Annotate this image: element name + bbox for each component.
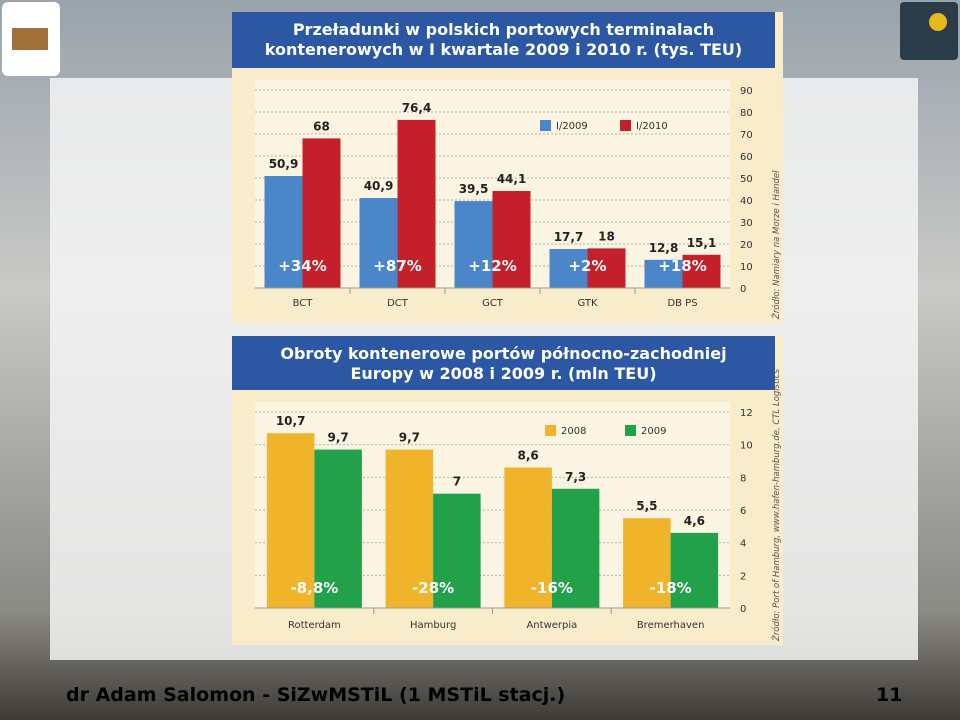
legend-swatch: [625, 425, 636, 436]
legend-label: 2009: [641, 426, 666, 437]
y-tick-label: 0: [740, 284, 746, 295]
x-tick-label: Bremerhaven: [637, 620, 705, 631]
y-tick-label: 60: [740, 152, 753, 163]
source-note: Źródło: Port of Hamburg, www.hafen-hambu…: [770, 369, 782, 642]
change-label: +18%: [658, 257, 706, 275]
bar: [623, 518, 671, 608]
change-label: +2%: [568, 257, 606, 275]
bar: [682, 254, 721, 288]
key: [929, 13, 947, 31]
y-tick-label: 10: [740, 441, 753, 452]
value-label: 18: [598, 229, 615, 243]
chart-title: Obroty kontenerowe portów północno-zacho…: [280, 344, 727, 383]
x-tick-label: DCT: [387, 298, 409, 309]
value-label: 50,9: [269, 157, 299, 171]
y-tick-label: 6: [740, 506, 746, 517]
title-band: [232, 12, 775, 68]
y-tick-label: 4: [740, 539, 746, 550]
x-tick-label: Antwerpia: [526, 620, 577, 631]
change-label: +87%: [373, 257, 421, 275]
bar: [302, 138, 341, 288]
bar: [644, 259, 683, 288]
value-label: 44,1: [497, 172, 527, 186]
value-label: 5,5: [636, 499, 657, 513]
value-label: 39,5: [459, 182, 489, 196]
source-note: Źródło: Namiary na Morze i Handel: [770, 170, 782, 320]
y-tick-label: 20: [740, 240, 753, 251]
bar: [359, 198, 398, 288]
x-tick-label: Rotterdam: [288, 620, 341, 631]
bar: [433, 493, 481, 608]
bar: [314, 449, 362, 608]
legend-swatch: [545, 425, 556, 436]
value-label: 68: [313, 119, 330, 133]
bar: [266, 433, 315, 608]
change-label: +34%: [278, 257, 326, 275]
bar: [670, 532, 719, 608]
x-tick-label: DB PS: [667, 298, 697, 309]
y-tick-label: 0: [740, 604, 746, 615]
bar: [492, 190, 531, 288]
value-label: 10,7: [276, 414, 306, 428]
change-label: -18%: [650, 579, 692, 597]
legend-label: 2008: [561, 426, 586, 437]
y-tick-label: 2: [740, 571, 746, 582]
y-tick-label: 12: [740, 408, 753, 419]
bar: [385, 449, 434, 608]
change-label: -8,8%: [290, 579, 338, 597]
y-tick-label: 80: [740, 108, 753, 119]
y-tick-label: 90: [740, 86, 753, 97]
y-tick-label: 40: [740, 196, 753, 207]
value-label: 7,3: [565, 470, 586, 484]
legend-label: I/2009: [556, 121, 588, 132]
x-tick-label: Hamburg: [410, 620, 456, 631]
y-tick-label: 70: [740, 130, 753, 141]
keys-icon: [900, 2, 958, 60]
logo-box: [12, 28, 48, 50]
bar: [549, 249, 588, 288]
bar: [397, 119, 436, 288]
y-tick-label: 10: [740, 262, 753, 273]
value-label: 9,7: [399, 431, 420, 445]
value-label: 9,7: [327, 431, 348, 445]
bar: [551, 488, 600, 608]
chart-title: Przeładunki w polskich portowych termina…: [264, 20, 743, 59]
bar: [504, 467, 552, 608]
y-tick-label: 50: [740, 174, 753, 185]
page-number: 11: [876, 684, 903, 706]
value-label: 7: [453, 475, 461, 489]
bar: [587, 248, 626, 288]
footer-author: dr Adam Salomon - SiZwMSTiL (1 MSTiL sta…: [66, 684, 566, 706]
y-tick-label: 8: [740, 473, 746, 484]
legend-swatch: [540, 120, 551, 131]
change-label: -28%: [412, 579, 454, 597]
bar: [264, 176, 303, 288]
value-label: 15,1: [687, 236, 717, 250]
legend-label: I/2010: [636, 121, 668, 132]
y-tick-label: 30: [740, 218, 753, 229]
change-label: -16%: [531, 579, 573, 597]
value-label: 76,4: [402, 101, 432, 115]
value-label: 12,8: [649, 241, 679, 255]
value-label: 40,9: [364, 179, 394, 193]
x-tick-label: BCT: [293, 298, 314, 309]
x-tick-label: GCT: [482, 298, 504, 309]
x-tick-label: GTK: [577, 298, 598, 309]
change-label: +12%: [468, 257, 516, 275]
value-label: 17,7: [554, 230, 584, 244]
value-label: 8,6: [517, 449, 538, 463]
legend-swatch: [620, 120, 631, 131]
bar: [454, 201, 493, 288]
value-label: 4,6: [684, 514, 705, 528]
title-band: [232, 336, 775, 390]
